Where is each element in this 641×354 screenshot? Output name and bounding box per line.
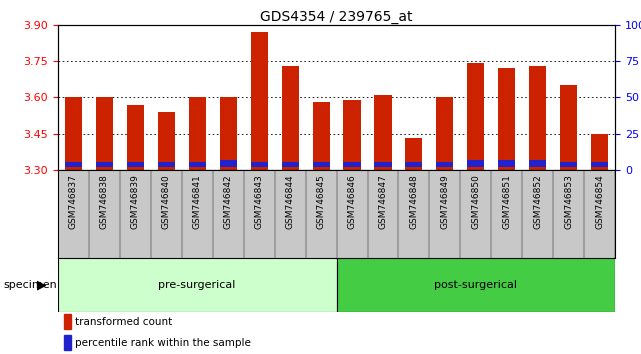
Bar [499,68,515,170]
Bar [313,102,329,170]
Bar [344,100,360,170]
Bar [437,97,453,170]
Text: GSM746841: GSM746841 [192,174,202,229]
Text: GSM746838: GSM746838 [99,174,109,229]
Bar [406,162,422,167]
Bar [64,314,72,329]
Bar [313,162,329,167]
Text: specimen: specimen [3,280,57,290]
Bar [337,258,615,312]
Text: percentile rank within the sample: percentile rank within the sample [74,337,251,348]
Bar [65,162,81,167]
Bar [220,97,237,170]
Title: GDS4354 / 239765_at: GDS4354 / 239765_at [260,10,413,24]
Bar [499,160,515,167]
Bar [437,162,453,167]
Bar [374,162,392,167]
Bar [96,162,113,167]
Text: GSM746845: GSM746845 [317,174,326,229]
Bar [529,160,546,167]
Text: GSM746843: GSM746843 [254,174,263,229]
Bar [96,97,113,170]
Bar [529,66,546,170]
Text: pre-surgerical: pre-surgerical [158,280,236,290]
Text: GSM746849: GSM746849 [440,174,449,229]
Bar [251,32,267,170]
Text: post-surgerical: post-surgerical [435,280,517,290]
Bar [560,162,578,167]
Bar [281,162,299,167]
Text: GSM746844: GSM746844 [285,174,295,229]
Bar [251,162,267,167]
Bar [374,95,392,170]
Text: GSM746840: GSM746840 [162,174,171,229]
Bar [592,162,608,167]
Text: GSM746854: GSM746854 [595,174,604,229]
Text: transformed count: transformed count [74,317,172,327]
Bar [560,85,578,170]
Text: GSM746837: GSM746837 [69,174,78,229]
Bar [188,162,206,167]
Text: GSM746850: GSM746850 [471,174,481,229]
Text: GSM746853: GSM746853 [564,174,574,229]
Bar [158,112,174,170]
Text: GSM746851: GSM746851 [503,174,512,229]
Bar [467,160,485,167]
Bar [188,97,206,170]
Text: GSM746846: GSM746846 [347,174,356,229]
Text: GSM746847: GSM746847 [378,174,388,229]
Text: GSM746848: GSM746848 [410,174,419,229]
Bar [220,160,237,167]
Text: GSM746842: GSM746842 [224,174,233,229]
Bar [64,335,72,350]
Text: GSM746839: GSM746839 [131,174,140,229]
Bar [467,63,485,170]
Bar [127,104,144,170]
Bar [344,162,360,167]
Text: GSM746852: GSM746852 [533,174,542,229]
Bar [592,133,608,170]
Bar [158,162,174,167]
Bar [127,162,144,167]
Bar [406,138,422,170]
Text: ▶: ▶ [37,279,47,291]
Bar [281,66,299,170]
Bar [58,258,337,312]
Bar [65,97,81,170]
